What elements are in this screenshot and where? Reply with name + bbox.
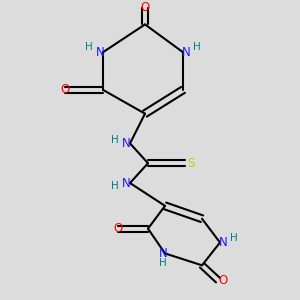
Text: H: H [159, 258, 167, 268]
Text: N: N [122, 176, 130, 190]
Text: S: S [187, 157, 195, 170]
Text: O: O [113, 222, 123, 235]
Text: N: N [96, 46, 104, 59]
Text: H: H [193, 42, 201, 52]
Text: H: H [85, 42, 93, 52]
Text: H: H [111, 135, 119, 146]
Text: H: H [230, 232, 238, 243]
Text: N: N [182, 46, 190, 59]
Text: N: N [219, 236, 227, 249]
Text: O: O [60, 83, 70, 96]
Text: N: N [159, 247, 167, 260]
Text: O: O [218, 274, 228, 287]
Text: N: N [122, 137, 130, 150]
Text: H: H [111, 181, 119, 191]
Text: O: O [140, 1, 150, 14]
